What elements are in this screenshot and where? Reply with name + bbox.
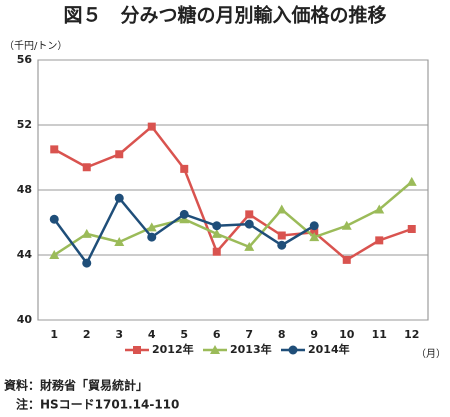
data-point (49, 250, 60, 259)
series-line (53, 124, 413, 262)
data-point (179, 209, 189, 219)
x-tick-label: 12 (404, 328, 419, 341)
data-point (374, 204, 385, 214)
data-point (49, 214, 59, 224)
legend-marker (210, 345, 220, 354)
y-tick-label: 40 (17, 313, 33, 326)
data-point (277, 240, 287, 250)
data-point (309, 221, 319, 231)
legend-label: 2012年 (152, 342, 194, 356)
footnote: 注：HSコード1701.14-110 (16, 397, 179, 412)
x-tick-label: 8 (278, 328, 286, 341)
legend-label: 2014年 (308, 342, 350, 356)
data-point (244, 219, 254, 229)
data-point (212, 247, 221, 256)
x-tick-label: 6 (213, 328, 221, 341)
x-tick-label: 4 (148, 328, 156, 341)
x-tick-label: 5 (180, 328, 188, 341)
footnote: 資料：財務省「貿易統計」 (4, 378, 148, 393)
chart-title: 図５ 分みつ糖の月別輸入価格の推移 (63, 4, 386, 27)
legend-marker (133, 346, 141, 354)
x-tick-label: 11 (372, 328, 387, 341)
data-point (146, 222, 157, 232)
data-point (212, 221, 222, 231)
y-tick-label: 56 (17, 53, 33, 66)
x-tick-label: 1 (50, 328, 58, 341)
x-tick-label: 7 (245, 328, 253, 341)
data-point (147, 122, 156, 131)
data-point (309, 232, 320, 242)
data-point (244, 241, 255, 251)
data-point (114, 193, 124, 203)
y-unit: （千円/トン） (4, 40, 67, 52)
data-point (82, 258, 92, 268)
data-point (115, 150, 124, 159)
data-point (375, 236, 384, 245)
x-tick-label: 3 (115, 328, 123, 341)
x-tick-label: 9 (310, 328, 318, 341)
x-unit: （月） (416, 348, 446, 360)
y-tick-label: 52 (17, 118, 32, 131)
data-point (407, 225, 416, 233)
data-point (245, 210, 254, 219)
y-tick-label: 48 (17, 183, 32, 196)
data-point (82, 163, 91, 172)
data-point (342, 255, 351, 264)
data-point (341, 220, 352, 230)
data-point (406, 176, 417, 186)
data-point (180, 164, 189, 173)
series-line (53, 180, 413, 257)
data-point (276, 204, 287, 214)
legend-label: 2013年 (230, 342, 272, 356)
data-point (277, 231, 286, 240)
y-tick-label: 44 (17, 248, 33, 261)
data-point (114, 237, 125, 246)
x-tick-label: 10 (339, 328, 355, 341)
legend-marker (288, 345, 298, 355)
x-tick-label: 2 (83, 328, 91, 341)
data-point (147, 232, 157, 242)
data-point (81, 228, 92, 238)
data-point (50, 145, 59, 154)
data-point (211, 228, 222, 238)
